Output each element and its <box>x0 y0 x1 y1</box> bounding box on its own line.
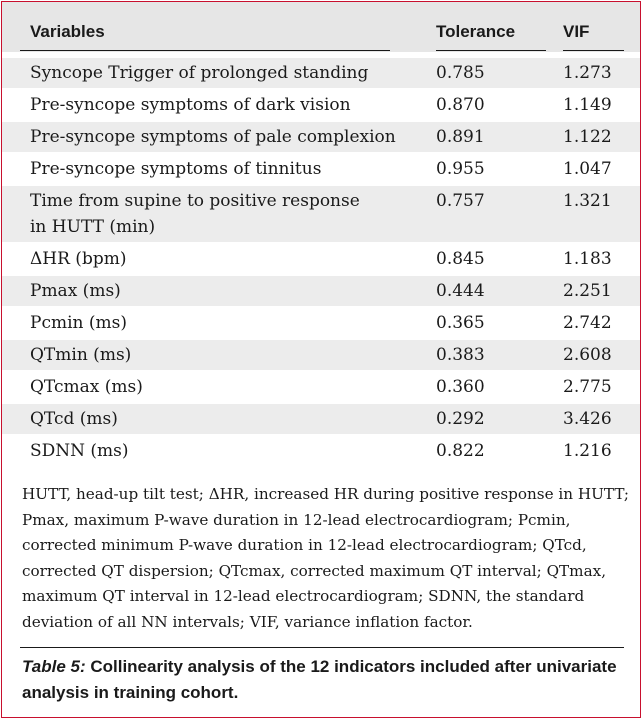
cell-variable: ΔHR (bpm) <box>30 246 126 272</box>
table-row: Pre-syncope symptoms of tinnitus 0.955 1.0… <box>2 152 640 184</box>
cell-variable-line1: Syncope Trigger of prolonged standing <box>30 63 369 83</box>
cell-vif: 2.608 <box>563 345 612 365</box>
cell-variable-line1: QTmin (ms) <box>30 345 132 365</box>
cell-tolerance: 0.891 <box>436 127 485 147</box>
cell-vif: 1.321 <box>563 191 612 211</box>
cell-variable: QTcd (ms) <box>30 406 118 432</box>
header-vif: VIF <box>563 22 590 41</box>
cell-vif: 2.742 <box>563 313 612 333</box>
cell-variable-line2: in HUTT (min) <box>30 217 156 237</box>
table-row: Syncope Trigger of prolonged standing 0.7… <box>2 56 640 88</box>
cell-tolerance: 0.292 <box>436 409 485 429</box>
cell-tolerance: 0.444 <box>436 281 485 301</box>
cell-variable: Time from supine to positive response in … <box>30 188 360 240</box>
cell-tolerance: 0.955 <box>436 159 485 179</box>
header-variables: Variables <box>30 22 105 41</box>
cell-vif: 1.047 <box>563 159 612 179</box>
cell-variable: Pre-syncope symptoms of dark vision <box>30 92 351 118</box>
cell-variable: Syncope Trigger of prolonged standing <box>30 60 368 86</box>
table-footnote: HUTT, head-up tilt test; ΔHR, increased … <box>22 485 630 631</box>
cell-variable: Pre-syncope symptoms of tinnitus <box>30 156 321 182</box>
table-body: Syncope Trigger of prolonged standing 0.7… <box>2 56 640 466</box>
cell-variable-line1: QTcmax (ms) <box>30 377 143 397</box>
cell-vif: 1.122 <box>563 127 612 147</box>
cell-vif: 1.183 <box>563 249 612 269</box>
table-row: Time from supine to positive response in … <box>2 184 640 242</box>
table-row: QTcd (ms) 0.292 3.426 <box>2 402 640 434</box>
cell-vif: 2.775 <box>563 377 612 397</box>
table-header: Variables Tolerance VIF <box>2 2 640 52</box>
cell-variable: QTmin (ms) <box>30 342 131 368</box>
cell-tolerance: 0.785 <box>436 63 485 83</box>
cell-variable-line1: SDNN (ms) <box>30 441 129 461</box>
header-tolerance: Tolerance <box>436 22 516 41</box>
cell-variable-line1: Pre-syncope symptoms of tinnitus <box>30 159 322 179</box>
table-row: SDNN (ms) 0.822 1.216 <box>2 434 640 466</box>
cell-variable-line1: QTcd (ms) <box>30 409 118 429</box>
cell-tolerance: 0.383 <box>436 345 485 365</box>
table-row: Pcmin (ms) 0.365 2.742 <box>2 306 640 338</box>
cell-variable: QTcmax (ms) <box>30 374 143 400</box>
header-rule-tolerance <box>436 50 546 51</box>
cell-vif: 2.251 <box>563 281 612 301</box>
cell-vif: 1.273 <box>563 63 612 83</box>
header-rule-vif <box>563 50 624 51</box>
cell-tolerance: 0.822 <box>436 441 485 461</box>
caption-label: Table 5: <box>22 657 86 676</box>
cell-variable: SDNN (ms) <box>30 438 129 464</box>
cell-variable: Pcmin (ms) <box>30 310 127 336</box>
table-row: Pmax (ms) 0.444 2.251 <box>2 274 640 306</box>
cell-vif: 1.149 <box>563 95 612 115</box>
cell-variable-line1: Pre-syncope symptoms of dark vision <box>30 95 351 115</box>
cell-variable: Pre-syncope symptoms of pale complexion <box>30 124 396 150</box>
cell-variable: Pmax (ms) <box>30 278 121 304</box>
caption-divider <box>20 647 624 648</box>
cell-tolerance: 0.365 <box>436 313 485 333</box>
cell-variable-line1: Pre-syncope symptoms of pale complexion <box>30 127 396 147</box>
table-row: ΔHR (bpm) 0.845 1.183 <box>2 242 640 274</box>
cell-variable-line1: Pmax (ms) <box>30 281 121 301</box>
cell-tolerance: 0.360 <box>436 377 485 397</box>
table-caption: Table 5: Collinearity analysis of the 12… <box>22 654 630 706</box>
cell-tolerance: 0.845 <box>436 249 485 269</box>
table-row: QTcmax (ms) 0.360 2.775 <box>2 370 640 402</box>
cell-vif: 1.216 <box>563 441 612 461</box>
table-row: Pre-syncope symptoms of pale complexion 0… <box>2 120 640 152</box>
cell-variable-line1: Time from supine to positive response <box>30 191 360 211</box>
cell-variable-line1: Pcmin (ms) <box>30 313 127 333</box>
cell-vif: 3.426 <box>563 409 612 429</box>
table-row: QTmin (ms) 0.383 2.608 <box>2 338 640 370</box>
cell-tolerance: 0.757 <box>436 191 485 211</box>
header-rule-variables <box>20 50 390 51</box>
caption-text: Collinearity analysis of the 12 indicato… <box>22 657 617 702</box>
table-row: Pre-syncope symptoms of dark vision 0.870… <box>2 88 640 120</box>
cell-variable-line1: ΔHR (bpm) <box>30 249 127 269</box>
cell-tolerance: 0.870 <box>436 95 485 115</box>
